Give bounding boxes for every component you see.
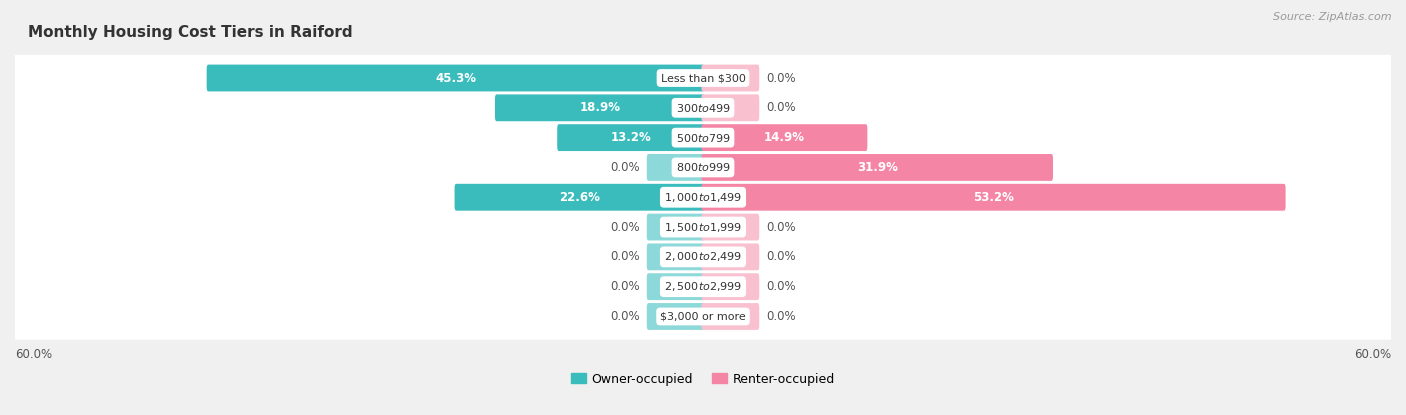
Text: 0.0%: 0.0% <box>610 250 640 264</box>
FancyBboxPatch shape <box>702 184 1285 211</box>
FancyBboxPatch shape <box>647 273 704 300</box>
Text: 0.0%: 0.0% <box>766 71 796 85</box>
Text: 13.2%: 13.2% <box>610 131 651 144</box>
FancyBboxPatch shape <box>13 204 1393 250</box>
Text: 0.0%: 0.0% <box>766 101 796 114</box>
FancyBboxPatch shape <box>647 154 704 181</box>
FancyBboxPatch shape <box>702 94 759 121</box>
FancyBboxPatch shape <box>495 94 704 121</box>
FancyBboxPatch shape <box>702 65 759 91</box>
Text: 0.0%: 0.0% <box>766 310 796 323</box>
FancyBboxPatch shape <box>13 144 1393 190</box>
Text: $3,000 or more: $3,000 or more <box>661 312 745 322</box>
Text: 0.0%: 0.0% <box>610 220 640 234</box>
Text: 60.0%: 60.0% <box>1354 348 1391 361</box>
Text: Monthly Housing Cost Tiers in Raiford: Monthly Housing Cost Tiers in Raiford <box>28 25 353 40</box>
FancyBboxPatch shape <box>702 154 1053 181</box>
Text: 18.9%: 18.9% <box>579 101 620 114</box>
FancyBboxPatch shape <box>647 214 704 240</box>
FancyBboxPatch shape <box>647 303 704 330</box>
Text: 0.0%: 0.0% <box>766 280 796 293</box>
Text: 0.0%: 0.0% <box>610 280 640 293</box>
FancyBboxPatch shape <box>13 234 1393 280</box>
Text: 0.0%: 0.0% <box>610 310 640 323</box>
Text: 31.9%: 31.9% <box>856 161 897 174</box>
Text: 45.3%: 45.3% <box>434 71 477 85</box>
FancyBboxPatch shape <box>454 184 704 211</box>
FancyBboxPatch shape <box>702 124 868 151</box>
Text: 0.0%: 0.0% <box>766 220 796 234</box>
FancyBboxPatch shape <box>13 264 1393 310</box>
FancyBboxPatch shape <box>702 244 759 270</box>
Text: $2,000 to $2,499: $2,000 to $2,499 <box>664 250 742 264</box>
Text: Source: ZipAtlas.com: Source: ZipAtlas.com <box>1274 12 1392 22</box>
FancyBboxPatch shape <box>557 124 704 151</box>
Legend: Owner-occupied, Renter-occupied: Owner-occupied, Renter-occupied <box>571 373 835 386</box>
FancyBboxPatch shape <box>647 244 704 270</box>
FancyBboxPatch shape <box>13 174 1393 220</box>
FancyBboxPatch shape <box>702 273 759 300</box>
Text: $1,500 to $1,999: $1,500 to $1,999 <box>664 220 742 234</box>
Text: 14.9%: 14.9% <box>763 131 804 144</box>
FancyBboxPatch shape <box>702 303 759 330</box>
FancyBboxPatch shape <box>13 55 1393 101</box>
Text: Less than $300: Less than $300 <box>661 73 745 83</box>
Text: 22.6%: 22.6% <box>560 191 600 204</box>
Text: 0.0%: 0.0% <box>766 250 796 264</box>
Text: 0.0%: 0.0% <box>610 161 640 174</box>
FancyBboxPatch shape <box>13 115 1393 161</box>
Text: $2,500 to $2,999: $2,500 to $2,999 <box>664 280 742 293</box>
FancyBboxPatch shape <box>702 214 759 240</box>
Text: $500 to $799: $500 to $799 <box>675 132 731 144</box>
FancyBboxPatch shape <box>207 65 704 91</box>
Text: $300 to $499: $300 to $499 <box>675 102 731 114</box>
Text: $1,000 to $1,499: $1,000 to $1,499 <box>664 191 742 204</box>
Text: $800 to $999: $800 to $999 <box>675 161 731 173</box>
Text: 53.2%: 53.2% <box>973 191 1014 204</box>
Text: 60.0%: 60.0% <box>15 348 52 361</box>
FancyBboxPatch shape <box>13 293 1393 340</box>
FancyBboxPatch shape <box>13 85 1393 131</box>
